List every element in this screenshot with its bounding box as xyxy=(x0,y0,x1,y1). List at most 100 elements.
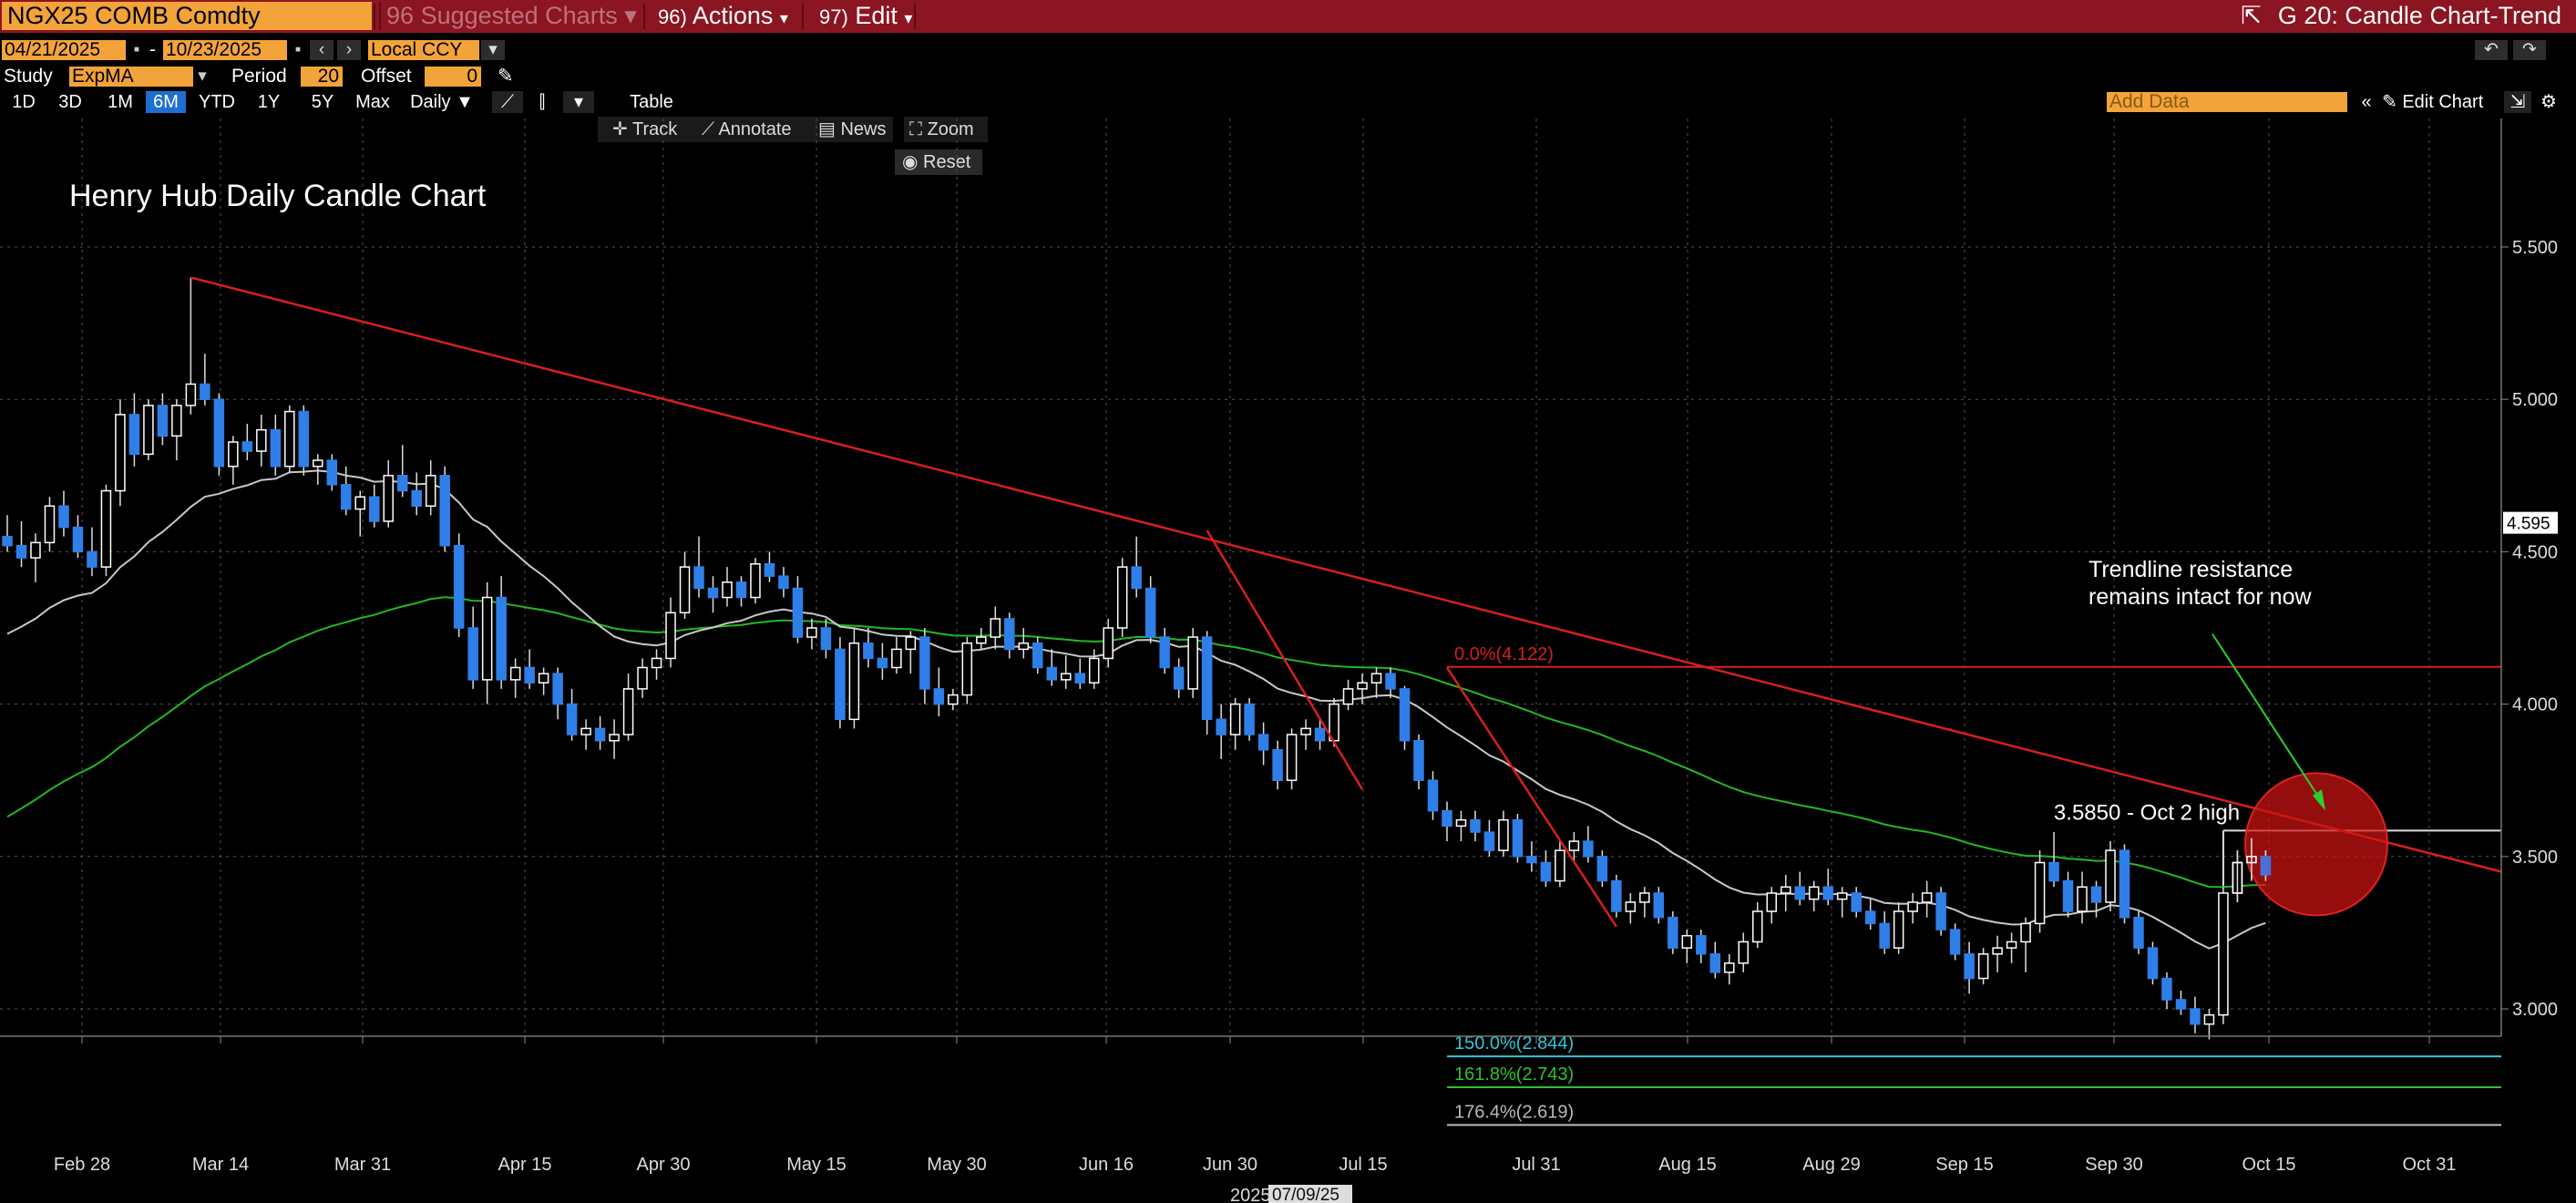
candle-body xyxy=(1625,901,1637,912)
candle-body xyxy=(2147,947,2159,980)
chevron-down-icon[interactable]: ▾ xyxy=(481,40,505,60)
news-tool[interactable]: ▤ News xyxy=(809,117,895,142)
candle-body xyxy=(1583,840,1594,858)
collapse-icon[interactable]: « xyxy=(2361,92,2372,112)
x-tick-label: Apr 30 xyxy=(637,1155,691,1175)
calendar-icon[interactable]: ▪ xyxy=(128,40,145,60)
candle-body xyxy=(2260,856,2272,876)
candle-body xyxy=(735,581,747,599)
x-tick-label: Jun 16 xyxy=(1079,1155,1134,1175)
candle-body xyxy=(764,563,775,577)
candle-body xyxy=(1018,642,1030,651)
zoom-tool[interactable]: ⛶ Zoom xyxy=(904,117,988,142)
candle-body xyxy=(961,642,973,696)
zoom-icon: ⛶ xyxy=(909,119,922,139)
zoom-label: Zoom xyxy=(927,119,974,139)
calendar-icon[interactable]: ▪ xyxy=(290,40,306,60)
prev-period-button[interactable]: ‹ xyxy=(310,40,334,60)
table-button[interactable]: Table xyxy=(630,92,673,112)
candle-body xyxy=(100,489,112,568)
candle-chart[interactable]: 0.0%(4.122) 150.0%(2.844) 161.8%(2.743) 176… xyxy=(0,118,2576,1203)
add-data-field[interactable]: Add Data xyxy=(2107,92,2347,112)
candle-body xyxy=(1949,929,1961,955)
candle-body xyxy=(1483,831,1495,851)
candle-body xyxy=(425,475,436,507)
crosshair-date-label: 07/09/25 xyxy=(1272,1186,1339,1203)
candle-body xyxy=(1413,739,1424,781)
candle-body xyxy=(298,410,310,468)
candle-body xyxy=(609,734,620,742)
candle-body xyxy=(1935,892,1946,931)
edit-menu[interactable]: 97) Edit ▾ xyxy=(814,2,914,30)
chevron-down-icon: ▾ xyxy=(624,2,637,29)
y-tick-label: 3.000 xyxy=(2512,1000,2558,1020)
next-period-button[interactable]: › xyxy=(337,40,361,60)
trendline xyxy=(1206,530,1364,790)
highlight-circle xyxy=(2244,772,2388,917)
chevron-down-icon[interactable]: ▾ xyxy=(193,67,211,87)
candle-body xyxy=(1187,636,1198,690)
candle-body xyxy=(2020,922,2031,943)
axes: 5.500 5.000 4.500 4.000 3.500 3.000 Feb 28 Mar … xyxy=(0,118,2558,1203)
candle-body xyxy=(566,703,578,735)
candle-body xyxy=(524,666,535,684)
candle-body xyxy=(143,405,154,456)
offset-field[interactable]: 0 xyxy=(425,67,481,87)
suggested-charts-menu[interactable]: 96 Suggested Charts ▾ xyxy=(379,2,640,30)
tab-max[interactable]: Max xyxy=(355,92,390,112)
actions-label: Actions xyxy=(692,2,774,29)
frequency-select[interactable]: Daily ▼ xyxy=(410,92,474,112)
period-field[interactable]: 20 xyxy=(301,67,343,87)
candle-body xyxy=(622,688,634,735)
tab-5y[interactable]: 5Y xyxy=(311,92,334,112)
chevron-down-icon[interactable]: ▾ xyxy=(563,91,594,113)
candle-body xyxy=(2034,861,2046,925)
tab-1d[interactable]: 1D xyxy=(12,92,36,112)
tab-3d[interactable]: 3D xyxy=(58,92,82,112)
undo-icon[interactable]: ↶ xyxy=(2475,40,2508,60)
tab-6m[interactable]: 6M xyxy=(146,91,186,113)
x-tick-label: Feb 28 xyxy=(54,1155,110,1175)
candle-body xyxy=(1794,886,1805,900)
track-tool[interactable]: ✛ Track xyxy=(603,117,686,142)
candle-body xyxy=(213,398,225,468)
end-date-field[interactable]: 10/23/2025 xyxy=(163,40,287,60)
candle-body xyxy=(552,673,563,705)
start-date-field[interactable]: 04/21/2025 xyxy=(2,40,126,60)
candle-body xyxy=(1639,892,1650,903)
study-select[interactable]: ExpMA xyxy=(69,67,193,87)
line-chart-icon[interactable]: ⟋ xyxy=(492,91,523,113)
chart-title: Henry Hub Daily Candle Chart xyxy=(69,179,487,213)
candle-body xyxy=(2006,941,2017,949)
candle-body xyxy=(157,405,169,437)
actions-menu[interactable]: 96) Actions ▾ xyxy=(652,2,794,30)
candle-body xyxy=(1964,953,1975,980)
pencil-icon[interactable]: ✎ xyxy=(498,66,514,87)
date-range-dash: - xyxy=(149,39,156,60)
candle-body xyxy=(1385,673,1396,690)
candle-body xyxy=(679,566,691,614)
ticker-field[interactable]: NGX25 COMB Comdty xyxy=(2,2,372,30)
candle-body xyxy=(1668,916,1678,949)
redo-icon[interactable]: ↷ xyxy=(2513,40,2546,60)
y-tick-label: 3.500 xyxy=(2512,848,2558,868)
candle-chart-icon[interactable]: ⫿ xyxy=(539,92,546,112)
edit-chart-button[interactable]: ✎ Edit Chart xyxy=(2382,91,2497,113)
currency-select[interactable]: Local CCY xyxy=(368,40,479,60)
last-price-label: 4.595 xyxy=(2507,515,2550,534)
tab-1m[interactable]: 1M xyxy=(108,92,133,112)
actions-number: 96) xyxy=(658,5,687,28)
candle-body xyxy=(2203,1013,2215,1025)
annotate-label: Annotate xyxy=(718,119,792,139)
tab-1y[interactable]: 1Y xyxy=(257,92,281,112)
export-icon[interactable]: ⇱ xyxy=(2241,2,2262,29)
tab-ytd[interactable]: YTD xyxy=(199,92,235,112)
annotate-tool[interactable]: ⟋ Annotate xyxy=(693,117,801,142)
candle-body xyxy=(665,612,676,660)
settings-gear-icon[interactable]: ⚙ xyxy=(2540,92,2557,112)
reset-button[interactable]: ◉ Reset xyxy=(895,149,982,175)
candle-body xyxy=(1088,657,1100,684)
zoom-in-icon[interactable]: ⇲ xyxy=(2504,91,2531,113)
candle-body xyxy=(1498,818,1509,851)
x-tick-label: May 15 xyxy=(786,1155,847,1175)
